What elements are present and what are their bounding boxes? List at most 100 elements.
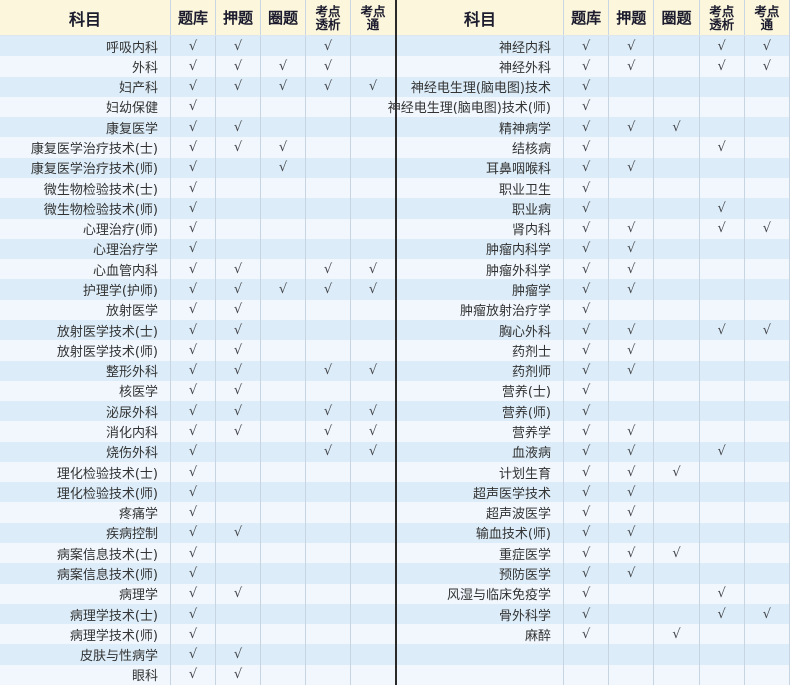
- empty-cell: [350, 218, 395, 239]
- empty-cell: [743, 279, 789, 300]
- empty-cell: [743, 299, 789, 320]
- checkmark: √: [170, 238, 215, 260]
- empty-cell: [698, 279, 744, 300]
- empty-cell: [260, 603, 305, 625]
- empty-cell: [653, 441, 698, 462]
- empty-cell: [350, 177, 395, 199]
- checkmark: √: [743, 218, 789, 239]
- checkmark: √: [563, 583, 608, 604]
- table-row: 妇幼保健 √: [0, 96, 395, 118]
- empty-cell: [305, 461, 350, 483]
- checkmark: √: [170, 664, 215, 685]
- table-row: 心血管内科 √ √ √ √: [0, 259, 395, 280]
- empty-cell: [350, 299, 395, 320]
- checkmark: √: [170, 583, 215, 604]
- empty-cell: [698, 543, 744, 564]
- empty-cell: [743, 664, 789, 685]
- header-line: 考点: [709, 3, 735, 19]
- checkmark: √: [305, 441, 350, 462]
- empty-cell: [743, 441, 789, 462]
- checkmark: √: [653, 624, 698, 645]
- empty-cell: [260, 664, 305, 685]
- empty-cell: [305, 502, 350, 523]
- empty-cell: [350, 137, 395, 158]
- empty-cell: [653, 259, 698, 280]
- empty-cell: [653, 319, 698, 341]
- table-row: 肿瘤内科学 √ √: [397, 238, 789, 260]
- checkmark: √: [215, 117, 260, 138]
- table-row: 心理治疗学 √: [0, 238, 395, 260]
- checkmark: √: [563, 624, 608, 645]
- empty-cell: [653, 664, 698, 685]
- empty-cell: [698, 502, 744, 523]
- subject-cell: 胸心外科: [498, 324, 551, 340]
- table-row: 眼科 √ √: [0, 664, 395, 685]
- empty-cell: [698, 461, 744, 483]
- empty-cell: [698, 563, 744, 584]
- empty-cell: [608, 380, 653, 402]
- table-row: 微生物检验技术(士) √: [0, 177, 395, 199]
- table-row: 神经外科 √ √ √ √: [397, 56, 789, 77]
- empty-cell: [350, 624, 395, 645]
- checkmark: √: [563, 96, 608, 118]
- checkmark: √: [170, 76, 215, 97]
- header-line: 考点: [360, 3, 386, 19]
- subject-cell: 康复医学: [105, 121, 158, 137]
- empty-cell: [260, 177, 305, 199]
- empty-cell: [305, 603, 350, 625]
- checkmark: √: [260, 279, 305, 300]
- checkmark: √: [170, 441, 215, 462]
- subject-cell: 病理学: [118, 588, 158, 604]
- checkmark: √: [698, 218, 744, 239]
- empty-cell: [350, 380, 395, 402]
- checkmark: √: [563, 401, 608, 422]
- header-line: 透析: [709, 16, 735, 32]
- empty-cell: [215, 238, 260, 260]
- subject-cell: 病理学技术(士): [69, 608, 158, 624]
- empty-cell: [305, 624, 350, 645]
- subject-cell: 护理学(护师): [82, 284, 158, 300]
- checkmark: √: [170, 603, 215, 625]
- empty-cell: [215, 157, 260, 178]
- table-row: 血液病 √ √ √: [397, 441, 789, 462]
- checkmark: √: [563, 340, 608, 361]
- table-row: 康复医学 √ √: [0, 117, 395, 138]
- empty-cell: [215, 603, 260, 625]
- empty-cell: [260, 360, 305, 381]
- empty-cell: [698, 421, 744, 442]
- empty-cell: [608, 624, 653, 645]
- subject-cell: 血液病: [511, 446, 551, 462]
- checkmark: √: [215, 522, 260, 544]
- empty-cell: [350, 340, 395, 361]
- subject-cell: 风湿与临床免疫学: [446, 588, 551, 604]
- table-row: 输血技术(师) √ √: [397, 522, 789, 544]
- checkmark: √: [563, 56, 608, 77]
- checkmark: √: [563, 157, 608, 178]
- empty-cell: [653, 522, 698, 544]
- header-line: 考点: [754, 3, 780, 19]
- table-row: 消化内科 √ √ √ √: [0, 421, 395, 442]
- empty-cell: [698, 177, 744, 199]
- checkmark: √: [563, 360, 608, 381]
- empty-cell: [698, 664, 744, 685]
- checkmark: √: [350, 279, 395, 300]
- subject-cell: 营养(士): [501, 385, 551, 401]
- empty-cell: [698, 259, 744, 280]
- table-row: 放射医学 √ √: [0, 299, 395, 320]
- empty-cell: [260, 198, 305, 219]
- checkmark: √: [215, 279, 260, 300]
- subject-cell: 疼痛学: [118, 507, 158, 523]
- checkmark: √: [260, 76, 305, 97]
- checkmark: √: [170, 117, 215, 138]
- empty-cell: [350, 319, 395, 341]
- table-row: 营养学 √ √: [397, 421, 789, 442]
- subject-cell: 妇产科: [118, 81, 158, 97]
- empty-cell: [260, 259, 305, 280]
- checkmark: √: [743, 36, 789, 57]
- subject-cell: 重症医学: [498, 547, 551, 563]
- checkmark: √: [305, 36, 350, 57]
- checkmark: √: [215, 137, 260, 158]
- column-header-circled-questions: 圈题: [260, 0, 305, 35]
- table-row: 神经内科 √ √ √ √: [397, 36, 789, 57]
- empty-cell: [305, 482, 350, 503]
